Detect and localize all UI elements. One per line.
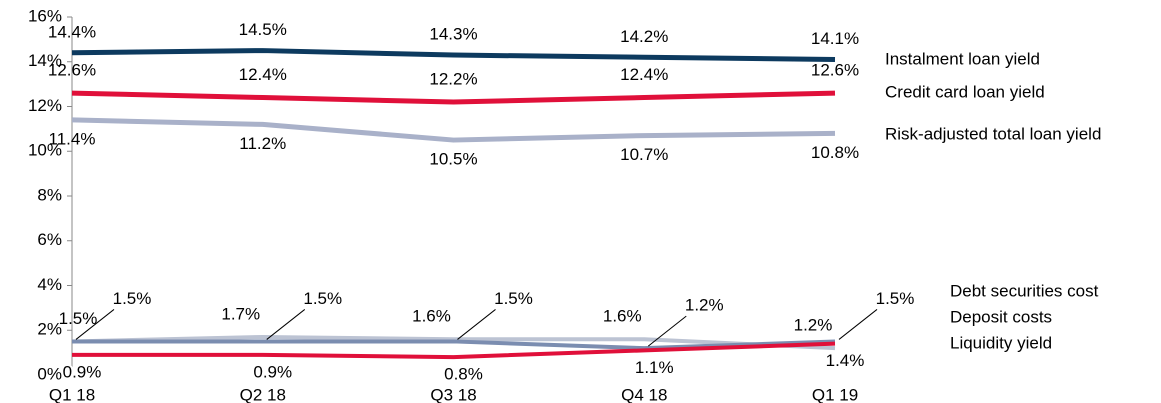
y-tick-label: 8% <box>37 185 62 204</box>
data-label: 12.2% <box>429 70 477 89</box>
data-label: 1.5% <box>113 289 152 308</box>
y-tick-label: 10% <box>28 141 62 160</box>
data-label: 11.4% <box>49 129 96 148</box>
data-label: 1.2% <box>794 316 833 335</box>
data-label: 14.1% <box>811 29 859 48</box>
data-label: 0.8% <box>444 365 483 384</box>
legend-label: Credit card loan yield <box>885 82 1045 101</box>
data-label: 12.6% <box>811 61 859 80</box>
data-label: 14.4% <box>48 22 96 41</box>
data-label: 12.4% <box>620 65 668 84</box>
series-line <box>71 334 836 351</box>
y-tick-label: 12% <box>28 96 62 115</box>
data-label: 1.2% <box>685 296 724 315</box>
data-label: 10.7% <box>620 145 668 164</box>
y-tick-label: 16% <box>28 6 62 25</box>
leader-line <box>647 315 687 347</box>
data-label: 14.5% <box>239 20 287 39</box>
data-label: 14.3% <box>429 25 477 44</box>
data-label: 1.4% <box>826 351 865 370</box>
legend-label: Deposit costs <box>950 307 1052 326</box>
legend-label: Debt securities cost <box>950 281 1099 300</box>
leader-line <box>266 309 306 340</box>
data-label: 1.6% <box>603 307 642 326</box>
series-line <box>72 339 836 351</box>
data-label: 10.8% <box>811 143 859 162</box>
x-tick-label: Q2 18 <box>240 385 286 403</box>
data-label: 14.2% <box>620 27 668 46</box>
legend-label: Liquidity yield <box>950 333 1052 352</box>
series-line <box>71 48 836 63</box>
series-line <box>71 90 836 105</box>
x-tick-label: Q3 18 <box>430 385 476 403</box>
data-label: 12.4% <box>239 65 287 84</box>
data-label: 1.6% <box>412 307 451 326</box>
y-tick-label: 6% <box>37 230 62 249</box>
x-tick-label: Q4 18 <box>621 385 667 403</box>
data-label: 12.6% <box>48 61 96 80</box>
legend-label: Instalment loan yield <box>885 49 1040 68</box>
x-tick-label: Q1 19 <box>812 385 858 403</box>
legend-label: Risk-adjusted total loan yield <box>885 124 1101 143</box>
data-label: 1.1% <box>635 358 674 377</box>
data-label: 1.5% <box>494 289 533 308</box>
data-label: 1.5% <box>303 289 342 308</box>
data-label: 0.9% <box>63 362 102 381</box>
data-label: 1.5% <box>876 289 915 308</box>
leader-line <box>75 309 115 340</box>
data-label: 1.7% <box>221 304 260 323</box>
y-tick-label: 4% <box>37 275 62 294</box>
data-label: 11.2% <box>239 134 286 153</box>
y-tick-label: 14% <box>28 51 62 70</box>
leader-line <box>457 309 496 340</box>
y-tick-label: 0% <box>37 364 62 383</box>
data-label: 1.5% <box>59 309 98 328</box>
data-label: 10.5% <box>429 150 477 169</box>
y-tick-label: 2% <box>37 320 62 339</box>
series-line <box>71 117 836 143</box>
x-tick-label: Q1 18 <box>49 385 95 403</box>
series-line <box>72 341 836 360</box>
data-label: 0.9% <box>253 362 292 381</box>
leader-line <box>838 309 878 340</box>
